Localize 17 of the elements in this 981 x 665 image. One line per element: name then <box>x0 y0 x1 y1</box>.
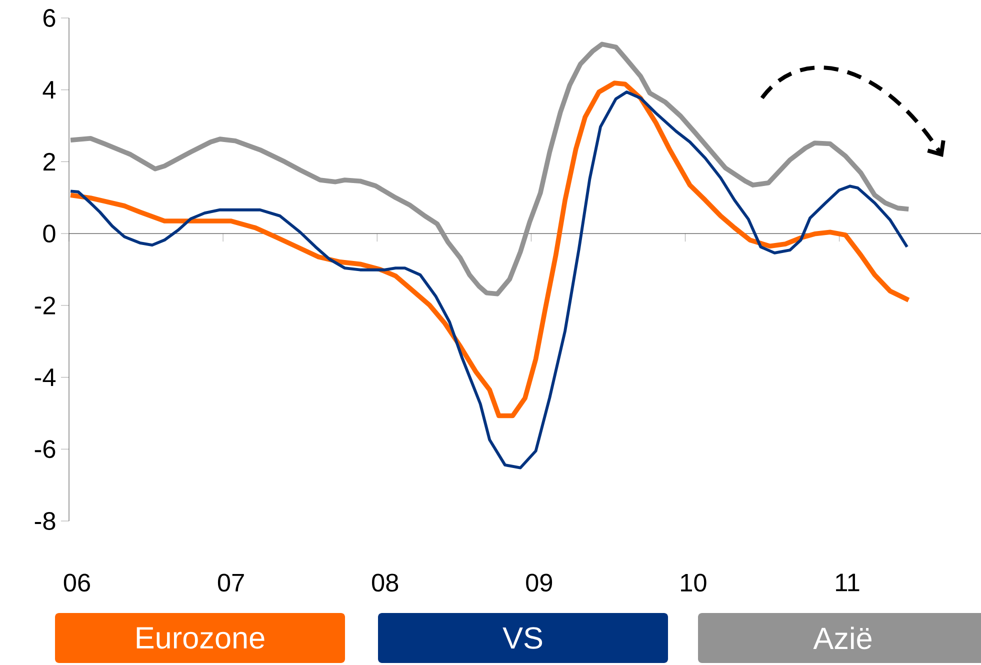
text: VS <box>502 627 542 649</box>
y-tick-label: 2 <box>43 152 56 171</box>
y-tick-label: -4 <box>34 368 56 386</box>
y-tick-label: -6 <box>34 440 56 458</box>
text: Azië <box>813 626 872 650</box>
x-tick-label: 11 <box>836 574 860 592</box>
text: Eurozone <box>136 627 264 649</box>
y-tick-label: 0 <box>43 224 56 243</box>
y-tick-label: -8 <box>34 512 56 530</box>
y-tick-label: -2 <box>34 296 56 314</box>
x-tick-label: 06 <box>64 574 90 592</box>
y-tick-label: 4 <box>42 81 56 99</box>
x-tick-label: 09 <box>526 574 552 592</box>
x-tick-label: 07 <box>218 574 244 592</box>
y-tick-label: 6 <box>43 9 56 27</box>
x-tick-label: 10 <box>681 574 706 592</box>
x-tick-label: 08 <box>372 574 398 592</box>
